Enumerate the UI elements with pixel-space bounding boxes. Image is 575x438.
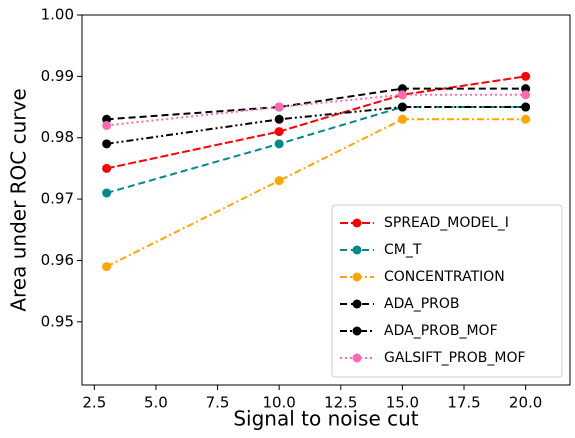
series-line (106, 93, 526, 127)
x-tick-label: 5.0 (144, 394, 168, 412)
series-line (106, 106, 526, 194)
point (102, 163, 112, 173)
point (274, 139, 284, 149)
point (102, 139, 112, 149)
point (397, 90, 407, 100)
series-line (106, 118, 526, 268)
legend-marker (352, 272, 362, 282)
plot-frame (81, 14, 571, 386)
point (397, 102, 407, 112)
series-line (106, 106, 526, 145)
point (274, 176, 284, 186)
point (274, 114, 284, 124)
y-tick-label: 0.98 (41, 128, 74, 146)
x-tick-label: 10.0 (262, 394, 295, 412)
legend-marker (352, 326, 362, 336)
y-tick-label: 1.00 (41, 6, 74, 24)
point (521, 102, 531, 112)
legend-marker (352, 245, 362, 255)
point (397, 114, 407, 124)
point (102, 262, 112, 272)
point (274, 127, 284, 137)
legend-label: CM_T (384, 242, 422, 258)
x-tick-label: 7.5 (206, 394, 230, 412)
x-tick-label: 12.5 (324, 394, 357, 412)
legend-marker (352, 353, 362, 363)
legend-marker (352, 299, 362, 309)
y-tick-label: 0.97 (41, 190, 74, 208)
legend-label: GALSIFT_PROB_MOF (384, 350, 526, 366)
legend-marker (352, 218, 362, 228)
y-axis-label: Area under ROC curve (7, 88, 31, 311)
legend-box (331, 204, 563, 378)
y-tick-label: 0.96 (41, 251, 74, 269)
point (521, 114, 531, 124)
x-tick-label: 17.5 (447, 394, 480, 412)
point (521, 71, 531, 81)
legend: SPREAD_MODEL_I CM_T CONCENTRATION ADA_PROB A… (331, 204, 563, 378)
point (102, 188, 112, 198)
series-line (106, 87, 526, 121)
legend-label: CONCENTRATION (384, 269, 505, 285)
x-tick-label: 15.0 (386, 394, 419, 412)
y-tick-label: 0.99 (41, 67, 74, 85)
legend-label: ADA_PROB_MOF (384, 323, 498, 339)
point (521, 90, 531, 100)
series-line (106, 75, 526, 170)
legend-label: SPREAD_MODEL_I (384, 215, 509, 231)
point (102, 120, 112, 130)
legend-label: ADA_PROB (384, 296, 459, 312)
y-tick-label: 0.95 (41, 312, 74, 330)
x-tick-label: 2.5 (82, 394, 106, 412)
point (274, 102, 284, 112)
x-tick-label: 20.0 (509, 394, 542, 412)
x-axis-label: Signal to noise cut (233, 407, 418, 431)
